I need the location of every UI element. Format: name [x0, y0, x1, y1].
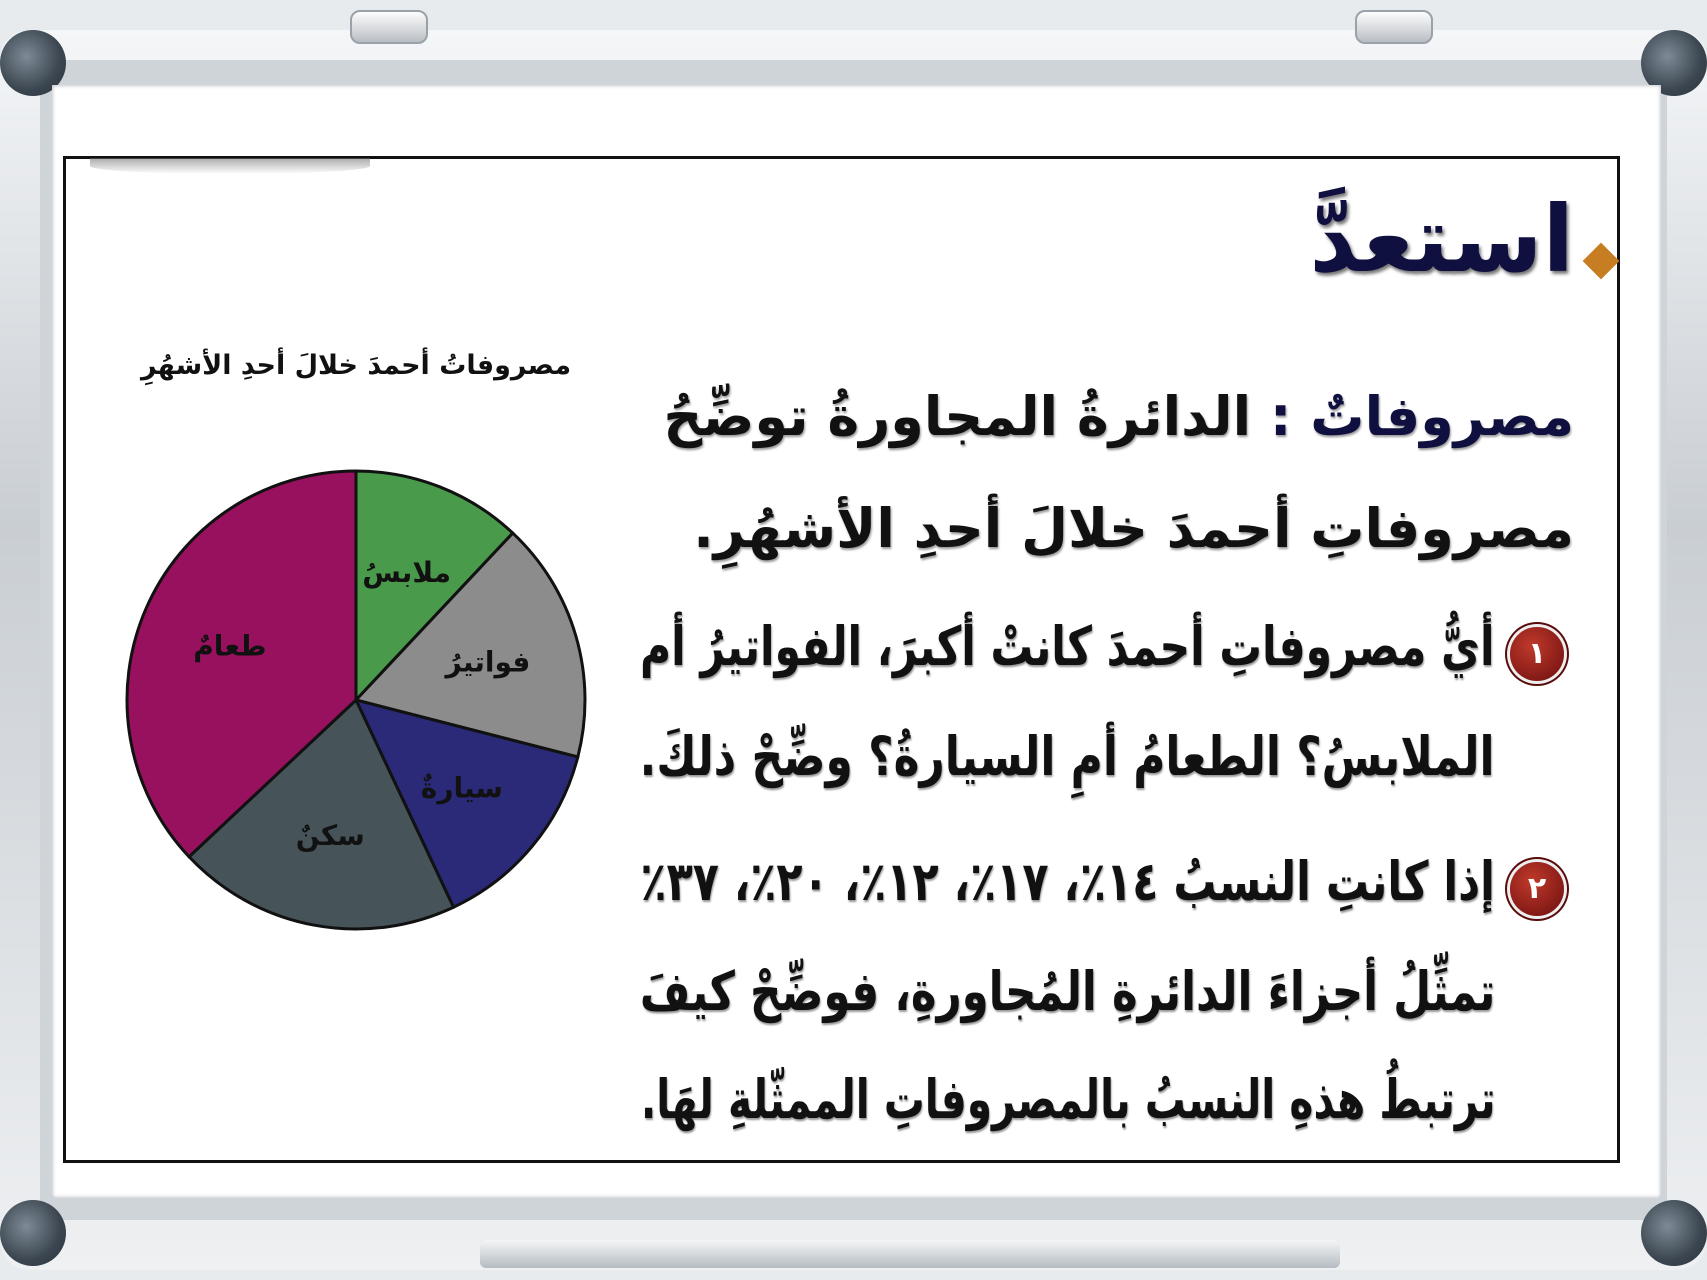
- pie-slice-label: فواتيرُ: [444, 646, 531, 679]
- intro-line-2: مصروفاتِ أحمدَ خلالَ أحدِ الأشهُرِ.: [693, 497, 1574, 560]
- pie-slice-label: سيارةٌ: [421, 772, 503, 805]
- question-2-line-2-box: تمثِّلُ أجزاءَ الدائرةِ المُجاورةِ، فوضِ…: [640, 960, 1495, 1026]
- intro-line-1-text: الدائرةُ المجاورةُ توضِّحُ: [663, 385, 1252, 448]
- question-1-line-2-box: الملابسُ؟ الطعامُ أمِ السيارةُ؟ وضِّحْ ذ…: [640, 725, 1495, 791]
- pie-slice: [353, 530, 587, 759]
- intro-line-1-box: مصروفاتٌ : الدائرةُ المجاورةُ توضِّحُ: [640, 385, 1574, 451]
- pie-chart: ملابسُ فواتيرُ سيارةٌ سكنٌ طعامٌ: [125, 469, 587, 931]
- question-2-line-1: إذا كانتِ النسبُ ١٤٪، ١٧٪، ١٢٪، ٢٠٪، ٣٧٪: [640, 850, 1495, 913]
- pie-slice-label: ملابسُ: [362, 556, 451, 589]
- shadow-decoration: [90, 158, 370, 174]
- question-2-line-3-box: ترتبطُ هذهِ النسبُ بالمصروفاتِ الممثّلةِ…: [640, 1068, 1495, 1134]
- section-heading: استعدَّ: [1309, 186, 1574, 293]
- question-number-badge: ١: [1510, 627, 1564, 681]
- question-2-line-2: تمثِّلُ أجزاءَ الدائرةِ المُجاورةِ، فوضِ…: [639, 960, 1495, 1023]
- pie-slice: [353, 697, 580, 910]
- question-number-badge: ٢: [1510, 862, 1564, 916]
- intro-keyword: مصروفاتٌ :: [1269, 385, 1574, 448]
- pie-slice: [186, 697, 456, 931]
- pie-slice: [354, 469, 515, 704]
- question-2-line-1-box: إذا كانتِ النسبُ ١٤٪، ١٧٪، ١٢٪، ٢٠٪، ٣٧٪: [640, 850, 1495, 916]
- pie-chart-title-box: مصروفاتُ أحمدَ خلالَ أحدِ الأشهُرِ: [110, 350, 602, 390]
- question-1-line-1-box: أيُّ مصروفاتِ أحمدَ كانتْ أكبرَ، الفواتي…: [640, 615, 1495, 681]
- pie-slice: [125, 469, 358, 859]
- heading-box: استعدَّ: [1000, 185, 1574, 297]
- hanging-clip: [350, 10, 428, 44]
- pie-chart-title: مصروفاتُ أحمدَ خلالَ أحدِ الأشهُرِ: [140, 350, 572, 381]
- pie-slice-label: سكنٌ: [296, 819, 365, 852]
- frame-corner: [0, 1200, 66, 1266]
- hanging-clip: [1355, 10, 1433, 44]
- pie-slice-label: طعامٌ: [193, 629, 266, 662]
- intro-line-1: مصروفاتٌ : الدائرةُ المجاورةُ توضِّحُ: [663, 385, 1574, 450]
- question-2-line-3: ترتبطُ هذهِ النسبُ بالمصروفاتِ الممثّلةِ…: [640, 1068, 1495, 1131]
- question-1-line-2: الملابسُ؟ الطعامُ أمِ السيارةُ؟ وضِّحْ ذ…: [640, 725, 1495, 788]
- frame-corner: [1641, 1200, 1707, 1266]
- intro-line-2-box: مصروفاتِ أحمدَ خلالَ أحدِ الأشهُرِ.: [640, 497, 1574, 563]
- marker-tray: [480, 1240, 1340, 1268]
- question-1-line-1: أيُّ مصروفاتِ أحمدَ كانتْ أكبرَ، الفواتي…: [640, 615, 1495, 678]
